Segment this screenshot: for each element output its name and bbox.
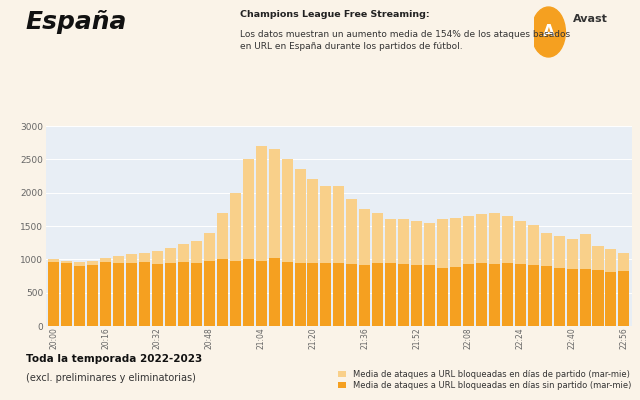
Bar: [61, 263, 72, 326]
Bar: [554, 236, 564, 326]
Bar: [178, 244, 189, 326]
Bar: [269, 258, 280, 326]
Bar: [113, 263, 124, 326]
Bar: [437, 268, 448, 326]
Bar: [243, 259, 253, 326]
Bar: [321, 263, 332, 326]
Text: A: A: [543, 24, 554, 40]
Bar: [618, 271, 629, 326]
Bar: [515, 221, 526, 326]
Bar: [528, 225, 539, 326]
Text: Champions League Free Streaming:: Champions League Free Streaming:: [240, 10, 429, 19]
Bar: [61, 261, 72, 326]
Bar: [450, 218, 461, 326]
Bar: [269, 149, 280, 326]
Bar: [191, 241, 202, 326]
Bar: [333, 263, 344, 326]
Text: (excl. preliminares y eliminatorias): (excl. preliminares y eliminatorias): [26, 373, 195, 383]
Bar: [204, 233, 215, 326]
Bar: [282, 159, 292, 326]
Bar: [450, 267, 461, 326]
Bar: [321, 186, 332, 326]
Bar: [139, 253, 150, 326]
Bar: [372, 213, 383, 326]
Bar: [165, 263, 176, 326]
Bar: [152, 251, 163, 326]
Bar: [618, 253, 629, 326]
Bar: [126, 254, 137, 326]
Bar: [139, 262, 150, 326]
Text: Los datos muestran un aumento media de 154% de los ataques basados
en URL en Esp: Los datos muestran un aumento media de 1…: [240, 30, 570, 51]
Bar: [411, 265, 422, 326]
Bar: [74, 266, 85, 326]
Bar: [49, 262, 60, 326]
Bar: [230, 193, 241, 326]
Bar: [398, 219, 409, 326]
Bar: [502, 263, 513, 326]
Bar: [385, 219, 396, 326]
Text: España: España: [26, 10, 127, 34]
Bar: [372, 263, 383, 326]
Bar: [463, 264, 474, 326]
Bar: [282, 262, 292, 326]
Bar: [437, 219, 448, 326]
Bar: [243, 159, 253, 326]
Bar: [580, 234, 591, 326]
Bar: [113, 256, 124, 326]
Bar: [424, 265, 435, 326]
Bar: [255, 261, 267, 326]
Bar: [165, 248, 176, 326]
Bar: [528, 265, 539, 326]
Bar: [593, 246, 604, 326]
Bar: [476, 263, 487, 326]
Bar: [398, 264, 409, 326]
Bar: [307, 263, 319, 326]
Bar: [593, 270, 604, 326]
Bar: [100, 258, 111, 326]
Bar: [87, 261, 98, 326]
Bar: [230, 261, 241, 326]
Bar: [605, 249, 616, 326]
Bar: [255, 146, 267, 326]
Bar: [541, 266, 552, 326]
Bar: [502, 216, 513, 326]
Bar: [385, 263, 396, 326]
Bar: [566, 239, 577, 326]
Bar: [191, 263, 202, 326]
Bar: [307, 179, 319, 326]
Bar: [411, 221, 422, 326]
Bar: [359, 209, 371, 326]
Legend: Media de ataques a URL bloqueadas en días de partido (mar-mie), Media de ataques: Media de ataques a URL bloqueadas en día…: [336, 368, 632, 392]
Bar: [489, 264, 500, 326]
Bar: [359, 265, 371, 326]
Bar: [74, 262, 85, 326]
Bar: [346, 199, 357, 326]
Bar: [217, 213, 228, 326]
Bar: [566, 269, 577, 326]
Bar: [333, 186, 344, 326]
Text: Toda la temporada 2022-2023: Toda la temporada 2022-2023: [26, 354, 202, 364]
Bar: [605, 272, 616, 326]
Bar: [580, 269, 591, 326]
Bar: [178, 262, 189, 326]
Circle shape: [532, 7, 565, 57]
Bar: [100, 262, 111, 326]
Bar: [463, 216, 474, 326]
Bar: [489, 213, 500, 326]
Bar: [204, 261, 215, 326]
Bar: [217, 259, 228, 326]
Bar: [515, 264, 526, 326]
Bar: [346, 264, 357, 326]
Bar: [541, 233, 552, 326]
Bar: [424, 223, 435, 326]
Bar: [87, 265, 98, 326]
Text: Avast: Avast: [573, 14, 607, 24]
Bar: [49, 259, 60, 326]
Bar: [126, 263, 137, 326]
Bar: [476, 214, 487, 326]
Bar: [294, 263, 305, 326]
Bar: [554, 268, 564, 326]
Bar: [152, 264, 163, 326]
Bar: [294, 169, 305, 326]
